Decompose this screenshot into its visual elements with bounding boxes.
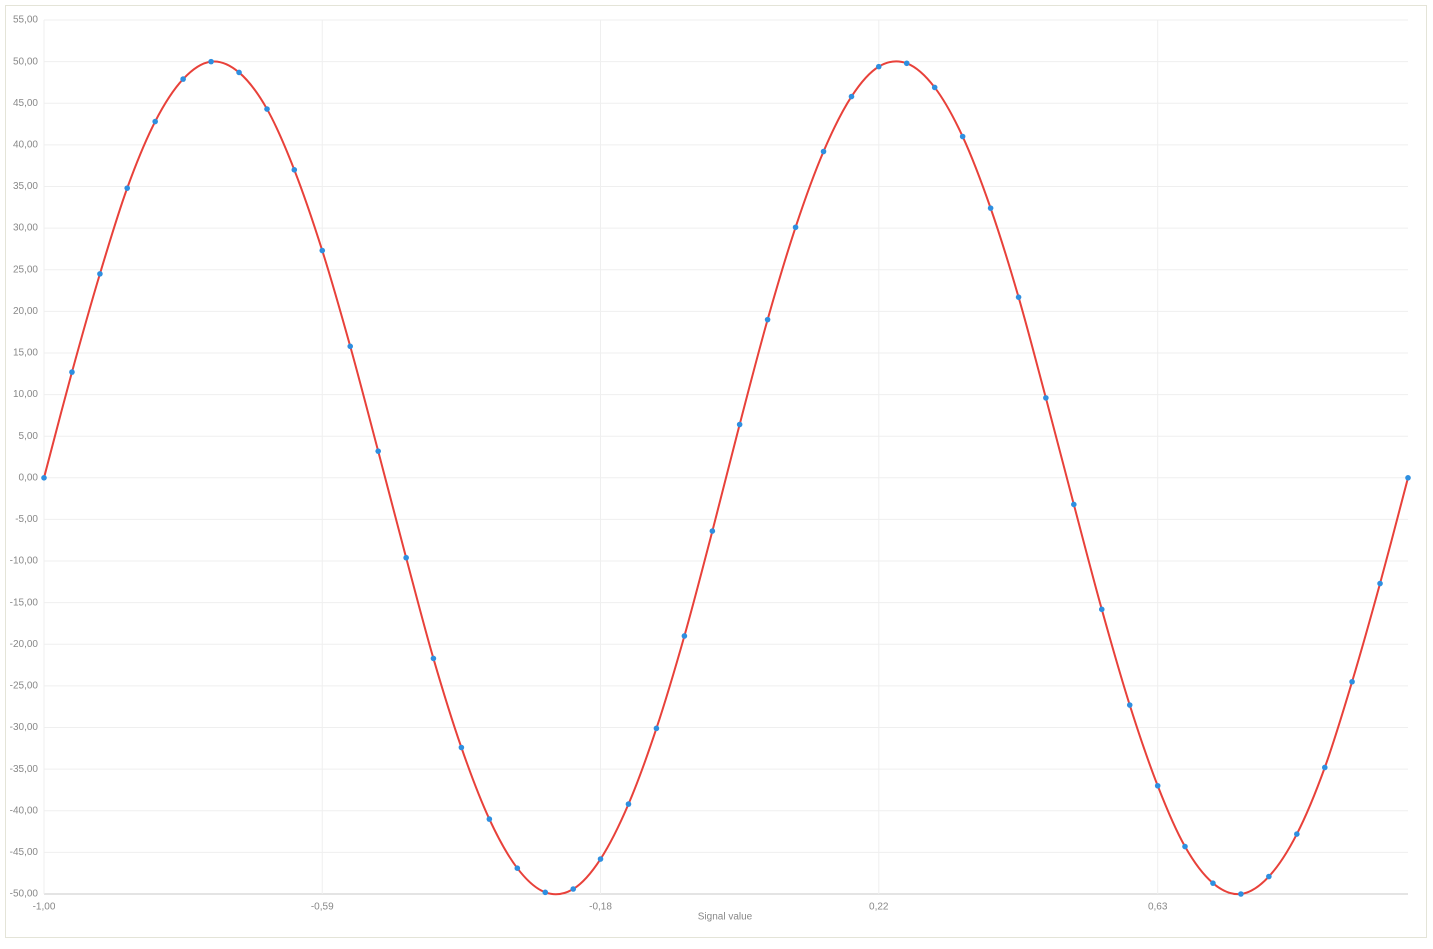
y-tick-label: 55,00 — [13, 15, 38, 26]
chart-frame — [5, 5, 1427, 938]
data-point — [41, 475, 47, 481]
y-tick-label: 35,00 — [13, 181, 38, 192]
data-point — [820, 148, 827, 155]
data-point — [1238, 891, 1244, 897]
data-point — [1405, 475, 1411, 481]
data-point — [681, 633, 688, 639]
data-point — [514, 865, 521, 871]
data-point — [1015, 294, 1022, 300]
y-tick-label: -50,00 — [10, 889, 39, 900]
data-point — [1182, 843, 1188, 850]
data-point — [1377, 580, 1383, 587]
y-tick-label: 20,00 — [13, 306, 38, 317]
data-point — [347, 343, 354, 350]
data-point — [236, 69, 242, 76]
y-tick-label: 10,00 — [13, 389, 38, 400]
data-point — [458, 744, 465, 751]
data-point — [1154, 782, 1161, 789]
data-point — [1098, 606, 1105, 613]
y-tick-label: 30,00 — [13, 223, 38, 234]
y-tick-label: -30,00 — [10, 722, 39, 733]
x-axis-label: Signal value — [698, 912, 753, 923]
data-point — [291, 167, 298, 173]
data-point — [319, 247, 326, 254]
x-tick-label: 0,63 — [1148, 902, 1168, 913]
y-tick-label: -40,00 — [10, 805, 39, 816]
x-tick-label: -0,59 — [311, 902, 334, 913]
y-tick-label: -25,00 — [10, 681, 39, 692]
y-tick-label: -5,00 — [15, 514, 38, 525]
data-point — [1210, 880, 1216, 886]
y-tick-label: -15,00 — [10, 597, 39, 608]
x-tick-label: 0,22 — [869, 902, 889, 913]
series-line — [43, 60, 1409, 896]
data-point — [1071, 501, 1077, 508]
data-point — [180, 76, 186, 82]
data-point — [208, 58, 214, 65]
y-tick-label: 15,00 — [13, 348, 38, 359]
data-point — [375, 448, 381, 454]
data-point — [736, 421, 743, 428]
y-tick-label: 50,00 — [13, 56, 38, 67]
data-point — [1126, 702, 1133, 708]
data-point — [124, 185, 131, 191]
y-tick-label: -10,00 — [10, 556, 39, 567]
data-point — [1321, 764, 1328, 771]
data-point — [848, 93, 855, 100]
y-tick-label: 5,00 — [19, 431, 39, 442]
data-point — [69, 369, 75, 375]
y-tick-label: 45,00 — [13, 98, 38, 109]
data-point — [486, 816, 493, 822]
data-point — [653, 725, 660, 732]
data-point — [987, 205, 994, 211]
data-point — [1294, 831, 1300, 837]
data-point — [625, 801, 632, 807]
data-point — [97, 271, 103, 277]
y-tick-label: 0,00 — [19, 472, 39, 483]
data-point — [792, 224, 799, 231]
data-point — [903, 60, 910, 67]
y-tick-label: -45,00 — [10, 847, 39, 858]
x-tick-label: -0,18 — [589, 902, 612, 913]
data-point — [764, 316, 771, 323]
y-tick-label: 25,00 — [13, 264, 38, 275]
data-point — [542, 889, 549, 896]
data-point — [875, 63, 882, 70]
y-tick-label: -20,00 — [10, 639, 39, 650]
data-point — [152, 118, 158, 125]
data-point — [959, 133, 966, 140]
data-point — [1043, 395, 1049, 401]
data-point — [931, 84, 938, 91]
data-point — [264, 106, 270, 112]
y-tick-label: 40,00 — [13, 139, 38, 150]
data-point — [403, 554, 409, 561]
y-tick-label: -35,00 — [10, 764, 39, 775]
data-point — [570, 886, 577, 892]
data-point — [1266, 873, 1272, 880]
data-point — [1349, 678, 1355, 685]
data-point — [597, 856, 604, 862]
data-point — [709, 528, 716, 534]
x-tick-label: -1,00 — [33, 902, 56, 913]
data-point — [430, 655, 437, 662]
